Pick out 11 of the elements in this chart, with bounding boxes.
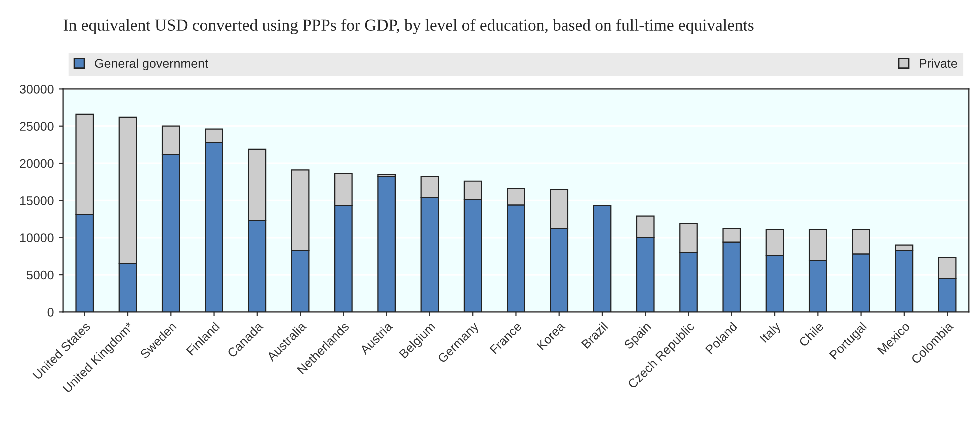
x-tick-label: Italy (760, 321, 784, 345)
y-tick-label: 20000 (20, 159, 54, 168)
y-tick-label: 10000 (20, 234, 54, 243)
y-tick-label: 30000 (20, 85, 54, 94)
y-tick-label: 15000 (20, 196, 54, 206)
y-tick-label: 25000 (20, 122, 54, 132)
legend-label: Private (920, 58, 958, 68)
y-tick-label: 0 (48, 308, 54, 317)
legend-label: General government (95, 58, 208, 71)
y-tick-label: 5000 (26, 270, 54, 280)
chart-title: In equivalent USD converted using PPPs for GDP, by level of education, based on full-time equivalents (64, 19, 754, 34)
